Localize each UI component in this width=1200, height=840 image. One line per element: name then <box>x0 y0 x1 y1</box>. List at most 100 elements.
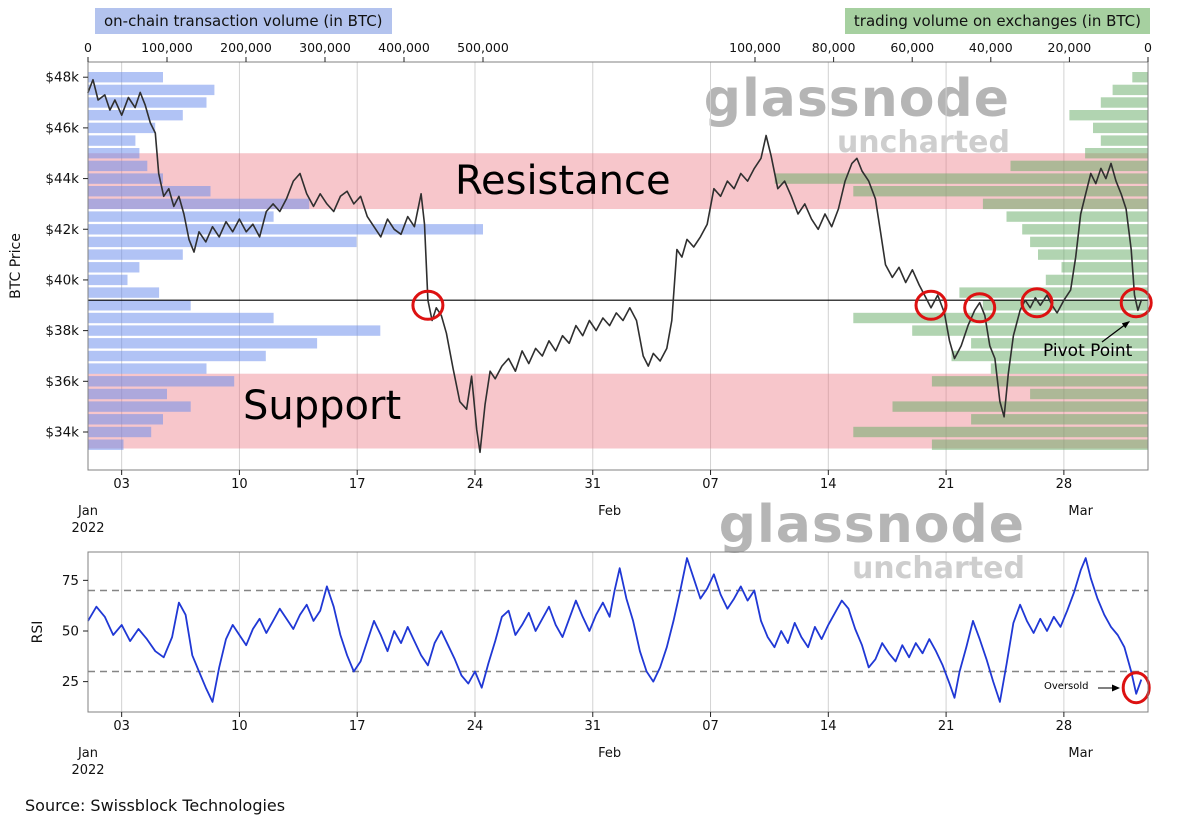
onchain-volume-bar <box>88 363 207 374</box>
exchange-volume-bar <box>912 325 1148 336</box>
exchange-volume-bar <box>1132 72 1148 83</box>
x-tick-label: 07 <box>702 477 719 492</box>
glassnode-brand-text: glassnode <box>703 69 1010 129</box>
x-tick-label: 31 <box>584 719 601 734</box>
onchain-volume-bar <box>88 135 136 146</box>
rsi-line <box>87 557 1143 703</box>
gridlines <box>121 552 1065 712</box>
oversold-circle <box>1121 671 1151 705</box>
price-annotations <box>411 287 1153 343</box>
resistance-annotation: Resistance <box>455 158 671 204</box>
pivot-touch-circle <box>963 292 997 324</box>
exchange-volume-bar <box>1112 84 1148 96</box>
x-tick-label: 07 <box>702 719 719 734</box>
x-tick-label: 28 <box>1056 477 1073 492</box>
exchange-volume-bar <box>1030 388 1148 400</box>
exchange-volume-bar <box>951 350 1148 362</box>
onchain-volume-bar <box>88 414 163 425</box>
exchange-axis-tick-label: 60,000 <box>890 40 934 55</box>
axes: 03 10 17 24 31 07 14 21 28 Jan 2022 Feb Mar 25 50 75 RSI <box>30 551 1149 778</box>
x-tick-label: 03 <box>113 719 130 734</box>
exchange-volume-bar <box>1093 122 1148 134</box>
onchain-volume-bar <box>88 300 191 311</box>
exchange-volume-bar <box>1010 160 1148 172</box>
exchange-volume-bar <box>1006 211 1148 222</box>
rsi-annotations <box>1098 671 1151 705</box>
price-axis-title: BTC Price <box>8 233 24 299</box>
onchain-volume-bar <box>88 173 163 184</box>
exchange-volume-bar <box>892 401 1148 412</box>
rsi-chart: 03 10 17 24 31 07 14 21 28 Jan 2022 Feb Mar 25 50 75 RSI <box>30 551 1151 778</box>
exchange-volume-bar <box>1022 224 1148 235</box>
onchain-axis-tick-label: 0 <box>84 40 92 55</box>
pivot-touch-circle <box>914 289 948 321</box>
exchange-volume-bar <box>931 439 1149 450</box>
exchange-volume-bar <box>982 198 1148 210</box>
onchain-volume-bar <box>88 338 318 349</box>
onchain-volume-bar <box>88 274 128 286</box>
onchain-volume-bar <box>88 84 215 96</box>
exchange-axis-tick-label: 80,000 <box>812 40 856 55</box>
month-label: Jan <box>77 746 98 761</box>
exchange-volume-bar <box>774 173 1148 184</box>
pivot-arrowhead <box>1121 321 1130 329</box>
glassnode-brand-text: glassnode <box>718 495 1025 555</box>
onchain-axis-tick-label: 500,000 <box>457 40 509 55</box>
month-label: Mar <box>1068 746 1093 761</box>
exchange-volume-bar <box>1061 262 1148 273</box>
x-tick-label: 03 <box>113 477 130 492</box>
exchange-volume-bar <box>1038 249 1148 260</box>
watermark-top: glassnode uncharted <box>704 72 1010 158</box>
onchain-volume-bar <box>88 439 124 450</box>
onchain-volume-bar <box>88 388 167 400</box>
exchange-volume-bar <box>959 287 1148 298</box>
pivot-touch-circle <box>1119 287 1153 319</box>
watermark-bottom: glassnode uncharted <box>719 498 1025 584</box>
x-tick-label: 28 <box>1056 719 1073 734</box>
onchain-volume-bar <box>88 350 266 362</box>
onchain-volume-bar <box>88 198 310 210</box>
exchange-volume-bar <box>1030 236 1148 248</box>
exchange-axis-tick-label: 20,000 <box>1048 40 1092 55</box>
y-tick-label: 50 <box>62 624 79 640</box>
rsi-axis-title: RSI <box>30 621 46 644</box>
onchain-volume-bar <box>88 72 163 83</box>
exchange-volume-bar <box>1100 97 1148 108</box>
exchange-volume-bar <box>990 363 1148 374</box>
onchain-volume-bar <box>88 262 140 273</box>
onchain-volume-bar <box>88 426 152 438</box>
y-tick-label: 25 <box>62 674 79 690</box>
x-tick-label: 14 <box>820 477 837 492</box>
pivot-touch-circle <box>1020 287 1054 319</box>
year-label: 2022 <box>71 763 104 778</box>
exchange-volume-bar <box>1085 148 1148 159</box>
y-tick-label: $36k <box>45 374 79 390</box>
support-annotation: Support <box>243 383 402 429</box>
exchange-volume-bar <box>971 414 1148 425</box>
year-label: 2022 <box>71 521 104 536</box>
exchange-volume-bar <box>982 300 1148 311</box>
source-attribution: Source: Swissblock Technologies <box>25 796 286 815</box>
y-tick-label: $38k <box>45 323 79 339</box>
exchange-volume-bar <box>853 426 1149 438</box>
onchain-volume-bar <box>88 401 191 412</box>
uncharted-text: uncharted <box>851 550 1025 586</box>
onchain-volume-bar <box>88 122 156 134</box>
exchange-volume-bar <box>853 312 1149 324</box>
onchain-volume-bar <box>88 97 207 108</box>
oversold-arrowhead <box>1112 684 1120 692</box>
oversold-annotation: Oversold <box>1044 681 1089 692</box>
month-label: Feb <box>598 746 621 761</box>
onchain-volume-bar <box>88 110 183 121</box>
x-tick-label: 24 <box>467 477 484 492</box>
plot-border <box>87 551 1149 713</box>
exchange-volume-bar <box>853 186 1149 197</box>
pivot-point-annotation: Pivot Point <box>1043 341 1133 361</box>
exchange-volume-bar <box>931 376 1149 387</box>
x-tick-label: 21 <box>938 477 955 492</box>
volume-profiles <box>88 72 1149 450</box>
onchain-volume-legend: on-chain transaction volume (in BTC) <box>95 8 392 34</box>
y-tick-label: $34k <box>45 425 79 441</box>
exchange-volume-legend: trading volume on exchanges (in BTC) <box>844 8 1150 34</box>
